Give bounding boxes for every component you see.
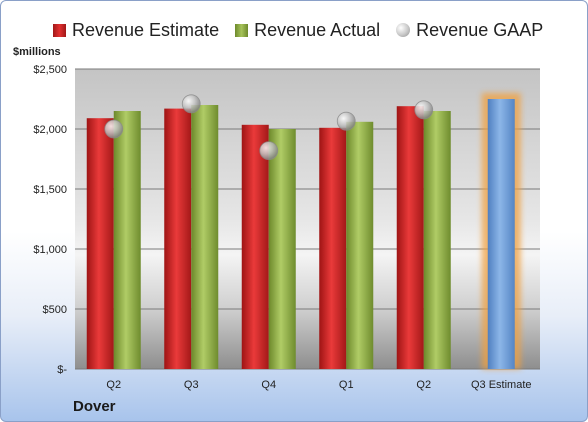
y-tick-label: $1,500 <box>33 184 67 196</box>
y-tick-label: $2,500 <box>33 64 67 76</box>
legend-label-actual: Revenue Actual <box>254 19 381 40</box>
bar-revenue-estimate <box>241 124 269 369</box>
plot-area <box>75 69 540 369</box>
legend-item-estimate: Revenue Estimate <box>53 20 219 41</box>
x-tick-label: Q1 <box>339 379 354 391</box>
x-tick-label: Q2 <box>106 379 121 391</box>
gaap-markers <box>104 94 434 161</box>
bar-revenue-estimate <box>164 108 192 369</box>
bar-revenue-actual <box>346 121 374 369</box>
bar-revenue-actual <box>191 105 219 369</box>
bars <box>86 93 521 369</box>
y-tick-label: $- <box>57 364 67 376</box>
y-axis-unit-label: $millions <box>13 46 61 58</box>
company-name: Dover <box>73 398 116 415</box>
y-axis-ticks: $- $500 $1,000 $1,500 $2,000 $2,500 <box>33 64 67 376</box>
bar-revenue-actual <box>113 111 141 369</box>
marker-revenue-gaap <box>259 141 279 161</box>
legend-swatch-gaap <box>396 23 411 37</box>
x-axis-ticks: Q2 Q3 Q4 Q1 Q2 Q3 Estimate <box>106 379 531 391</box>
y-tick-label: $1,000 <box>33 244 67 256</box>
chart-legend: Revenue Estimate Revenue Actual Revenue … <box>53 18 559 42</box>
bar-q3-estimate <box>487 99 515 369</box>
marker-revenue-gaap <box>414 100 434 120</box>
marker-revenue-gaap <box>336 111 356 131</box>
legend-swatch-estimate <box>53 23 66 37</box>
legend-label-estimate: Revenue Estimate <box>72 19 220 40</box>
legend-label-gaap: Revenue GAAP <box>416 19 544 40</box>
x-tick-label: Q2 <box>416 379 431 391</box>
marker-revenue-gaap <box>181 94 201 114</box>
gridlines <box>75 68 540 370</box>
legend-swatch-actual <box>235 23 249 37</box>
y-tick-label: $500 <box>43 304 67 316</box>
bar-revenue-estimate <box>86 118 114 369</box>
legend-item-actual: Revenue Actual <box>235 20 380 41</box>
x-tick-label: Q4 <box>261 379 276 391</box>
x-tick-label: Q3 <box>184 379 199 391</box>
y-tick-label: $2,000 <box>33 124 67 136</box>
legend-item-gaap: Revenue GAAP <box>396 20 543 41</box>
marker-revenue-gaap <box>104 119 124 139</box>
x-tick-label: Q3 Estimate <box>471 379 532 391</box>
bar-revenue-actual <box>423 111 451 369</box>
bar-revenue-actual <box>268 129 296 369</box>
bar-revenue-estimate <box>319 127 347 369</box>
bar-revenue-estimate <box>396 106 424 369</box>
